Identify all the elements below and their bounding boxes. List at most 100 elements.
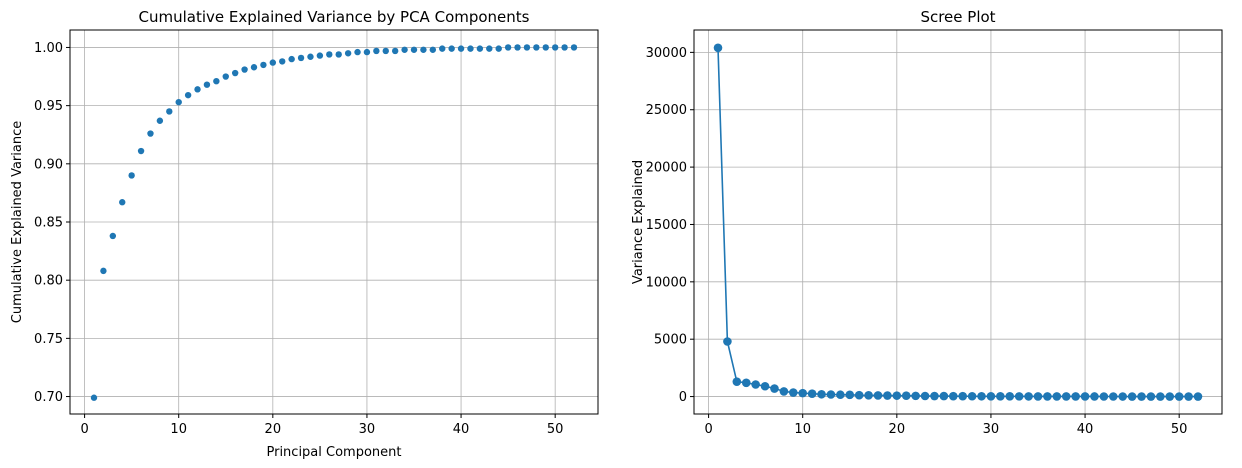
x-tick-label: 30 — [983, 422, 1000, 437]
x-tick-label: 20 — [265, 422, 282, 437]
data-point — [213, 78, 220, 85]
data-point — [166, 108, 173, 115]
data-point — [1127, 392, 1137, 401]
y-tick-label: 0.90 — [34, 157, 63, 172]
data-series — [713, 43, 1203, 401]
data-point — [344, 50, 352, 57]
data-point — [326, 51, 333, 58]
x-tick-label: 10 — [170, 422, 187, 437]
data-point — [288, 55, 295, 63]
data-point — [1071, 392, 1080, 401]
data-point — [486, 45, 493, 52]
chart-title: Cumulative Explained Variance by PCA Com… — [139, 8, 530, 26]
y-axis-ticks: 0 5000 10000 15000 20000 25000 30000 — [646, 46, 694, 405]
data-point — [1061, 392, 1071, 401]
data-point — [523, 44, 531, 51]
data-point — [854, 390, 864, 400]
data-point — [1099, 392, 1109, 401]
data-point — [448, 45, 455, 52]
y-tick-label: 0 — [679, 390, 687, 405]
data-point — [732, 377, 742, 386]
data-point — [194, 86, 201, 93]
data-point — [109, 232, 117, 240]
x-axis-ticks: 0 10 20 30 40 50 — [704, 414, 1187, 437]
data-point — [1137, 392, 1146, 401]
data-point — [514, 44, 521, 51]
data-point — [457, 45, 465, 52]
data-point — [137, 147, 145, 155]
data-point — [467, 45, 474, 52]
y-axis-label: Cumulative Explained Variance — [10, 121, 25, 323]
y-tick-label: 0.75 — [34, 332, 63, 347]
data-point — [147, 130, 154, 137]
data-point — [836, 390, 845, 400]
data-point — [892, 391, 902, 400]
data-point — [1080, 392, 1090, 401]
data-point — [269, 59, 277, 66]
data-point — [939, 391, 949, 401]
data-point — [1090, 392, 1099, 401]
data-point — [307, 53, 314, 60]
data-point — [1174, 392, 1184, 401]
data-point — [1184, 392, 1193, 401]
x-tick-label: 40 — [1077, 422, 1094, 437]
data-point — [977, 391, 986, 401]
data-point — [241, 66, 248, 73]
data-point — [1118, 392, 1128, 401]
data-point — [316, 52, 324, 59]
data-point — [911, 391, 920, 401]
data-point — [1146, 392, 1156, 401]
data-point — [504, 44, 512, 51]
data-point — [373, 47, 380, 55]
data-point — [920, 391, 930, 401]
data-point — [410, 46, 418, 53]
data-point — [222, 73, 229, 80]
data-point — [297, 54, 305, 62]
data-point — [551, 44, 559, 51]
data-point — [260, 61, 267, 69]
data-point — [864, 391, 873, 400]
data-point — [723, 337, 732, 346]
data-point — [335, 51, 342, 58]
data-point — [770, 384, 779, 393]
data-point — [561, 44, 568, 51]
data-point — [807, 389, 817, 398]
data-point — [930, 391, 939, 401]
chart-title: Scree Plot — [920, 8, 995, 26]
y-tick-label: 20000 — [646, 161, 687, 176]
data-point — [958, 391, 968, 401]
data-point — [1052, 392, 1062, 401]
cumulative-variance-chart: Cumulative Explained Variance by PCA Com… — [10, 8, 599, 460]
y-tick-label: 0.80 — [34, 274, 63, 289]
data-point — [713, 43, 723, 53]
data-point — [354, 48, 361, 56]
x-tick-label: 20 — [889, 422, 906, 437]
data-point — [439, 45, 446, 52]
data-point — [1014, 392, 1024, 401]
data-point — [250, 64, 258, 71]
data-point — [1024, 392, 1033, 401]
x-tick-label: 0 — [704, 422, 712, 437]
x-tick-label: 40 — [453, 422, 470, 437]
x-tick-label: 50 — [547, 422, 564, 437]
data-point — [967, 391, 977, 401]
data-point — [184, 91, 192, 99]
data-point — [203, 81, 211, 88]
data-point — [231, 69, 239, 77]
plot-frame — [693, 29, 1223, 415]
data-point — [175, 98, 182, 106]
data-point — [1005, 392, 1015, 401]
y-tick-label: 0.70 — [34, 390, 63, 405]
data-point — [1165, 392, 1175, 401]
x-axis-ticks: 0 10 20 30 40 50 — [80, 414, 563, 437]
y-tick-label: 25000 — [646, 103, 687, 118]
data-point — [495, 45, 502, 52]
data-point — [873, 391, 883, 400]
data-point — [883, 391, 892, 400]
data-point — [391, 47, 399, 55]
data-point — [363, 48, 371, 56]
data-point — [741, 378, 751, 388]
data-point — [382, 47, 389, 55]
